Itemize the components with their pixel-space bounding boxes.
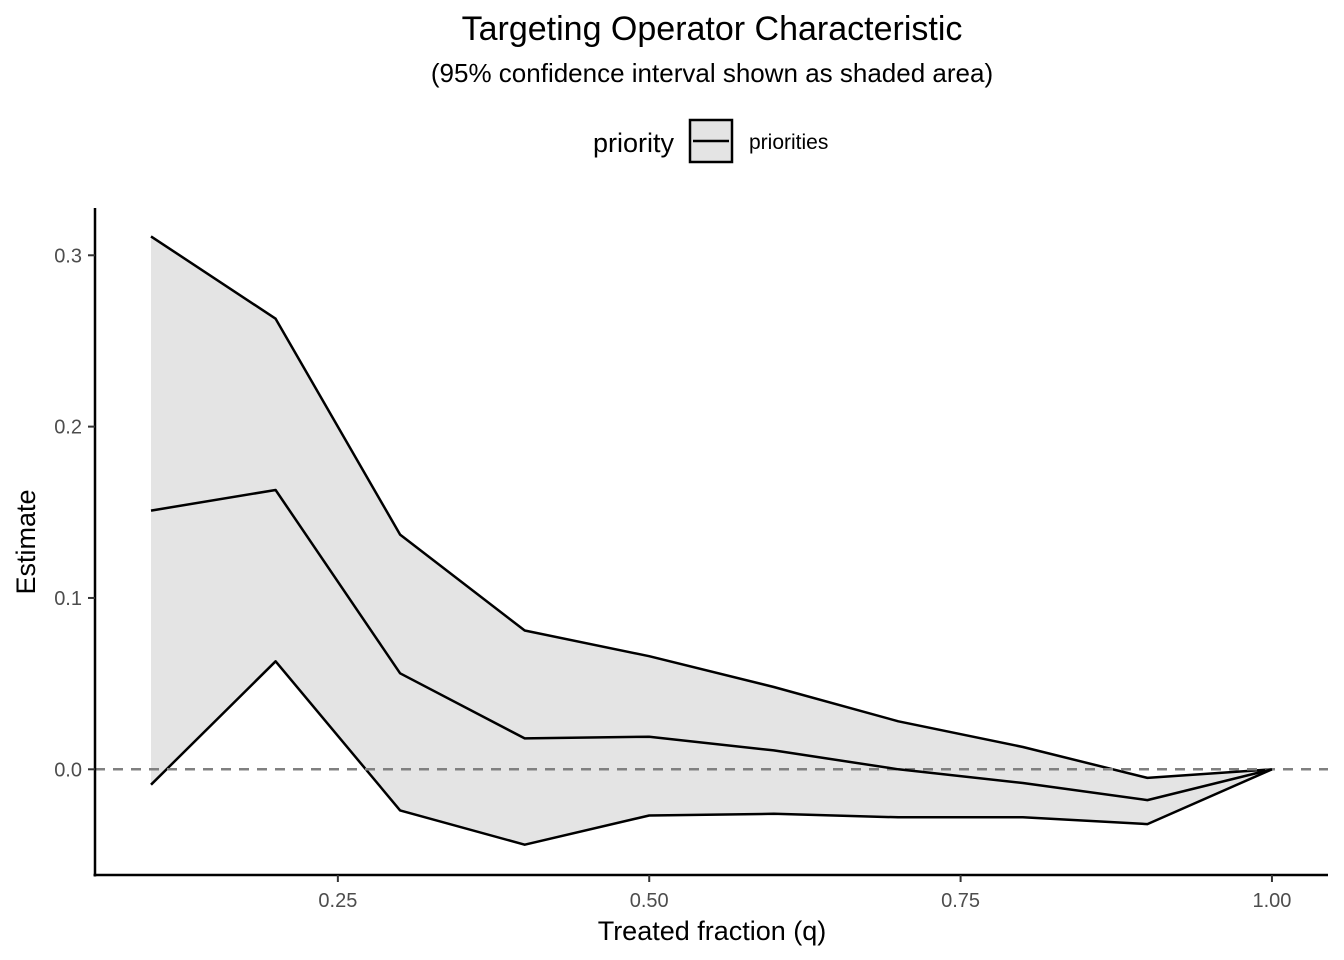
chart-title: Targeting Operator Characteristic [462, 10, 963, 48]
lower-bound-line [150, 660, 1273, 846]
legend-title: priority [593, 128, 675, 158]
x-axis-title: Treated fraction (q) [598, 916, 827, 946]
chart-subtitle: (95% confidence interval shown as shaded… [431, 58, 993, 88]
y-tick-label: 0.2 [54, 417, 82, 439]
x-tick-label: 0.25 [318, 890, 357, 912]
plot-area [95, 235, 1328, 846]
legend-label: priorities [749, 131, 828, 154]
y-tick-label: 0.1 [54, 588, 82, 610]
x-tick-label: 0.75 [941, 890, 980, 912]
y-axis-title: Estimate [11, 489, 41, 594]
axes: 0.25 0.50 0.75 1.00 0.0 0.1 0.2 0.3 [54, 208, 1328, 912]
x-tick-label: 1.00 [1252, 890, 1291, 912]
estimate-line [150, 488, 1273, 802]
x-tick-label: 0.50 [630, 890, 669, 912]
upper-bound-line [150, 235, 1273, 780]
confidence-ribbon [151, 236, 1272, 845]
y-tick-label: 0.0 [54, 759, 82, 781]
y-tick-label: 0.3 [54, 245, 82, 267]
legend: priority priorities [593, 118, 828, 164]
